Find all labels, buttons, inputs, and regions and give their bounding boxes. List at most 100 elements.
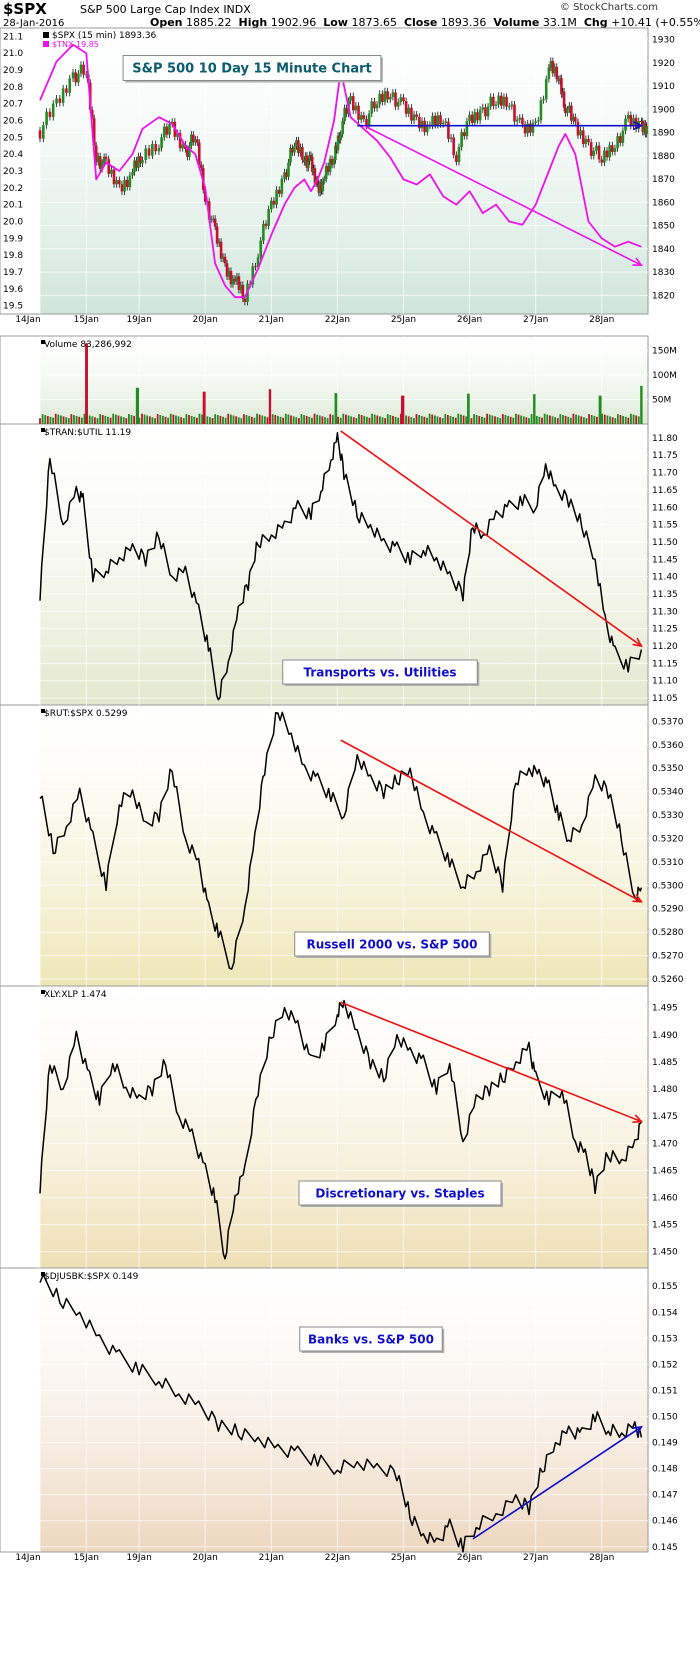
y-tick-label: 11.50: [652, 538, 678, 548]
volume-bar: [65, 417, 68, 424]
volume-bar: [405, 415, 407, 424]
volume-bar: [164, 416, 167, 424]
candle-body: [608, 145, 611, 158]
left-y-tick-label: 21.1: [3, 32, 23, 42]
candle-body: [221, 256, 225, 259]
volume-bar: [243, 414, 245, 424]
volume-bar: [504, 415, 507, 424]
candle-body: [305, 155, 309, 168]
volume-bar: [632, 414, 635, 424]
x-axis-label: 20Jan: [193, 1553, 218, 1563]
volume-bar: [177, 416, 180, 424]
volume-bar: [350, 416, 353, 424]
volume-bar: [499, 418, 502, 424]
y-tick-label: 1.455: [652, 1221, 678, 1231]
candle-body: [555, 66, 559, 80]
volume-bar: [180, 417, 183, 424]
candle-body: [209, 219, 213, 221]
volume-bar: [305, 415, 308, 424]
candle-body: [473, 112, 477, 123]
volume-bar: [480, 416, 483, 424]
volume-bar: [509, 416, 512, 424]
left-y-tick-label: 20.3: [3, 167, 23, 177]
xly-xlp-ratio-line: [39, 999, 643, 1260]
volume-bar: [198, 413, 201, 424]
y-tick-label: 1.495: [652, 1004, 678, 1014]
candle-body: [465, 121, 469, 137]
tran-util-trend-line: [340, 430, 642, 647]
candle-body: [560, 78, 563, 95]
volume-bar: [415, 414, 418, 424]
candle-body: [597, 145, 601, 160]
candle-body: [332, 160, 336, 165]
left-y-tick-label: 20.6: [3, 117, 23, 127]
volume-bar: [541, 417, 543, 424]
candle-body: [549, 61, 553, 68]
candle-body: [165, 126, 169, 135]
volume-bar: [494, 416, 496, 424]
candle-body: [307, 161, 310, 168]
volume-bar: [491, 415, 494, 424]
volume-bar: [248, 415, 251, 424]
volume-bar: [237, 417, 240, 424]
candle-body: [595, 145, 598, 151]
y-tick-label: 11.60: [652, 503, 678, 513]
open-label: Open: [150, 16, 183, 29]
candle-body: [618, 136, 622, 143]
volume-bar: [347, 415, 350, 424]
candle-body: [492, 96, 495, 106]
candle-body: [194, 139, 197, 143]
candle-body: [283, 172, 286, 179]
candle-body: [110, 169, 113, 174]
candle-body: [199, 164, 203, 168]
volume-spike-bar: [268, 389, 272, 424]
volume-bar: [120, 416, 122, 424]
volume-bar: [266, 417, 269, 424]
low-label: Low: [323, 16, 348, 29]
volume-bar: [54, 413, 57, 424]
volume-bar: [182, 418, 185, 424]
candle-body: [584, 138, 588, 145]
volume-bar: [426, 417, 428, 424]
candle-body: [645, 125, 648, 135]
volume-bar: [83, 413, 86, 424]
candle-body: [217, 241, 221, 244]
candle-body: [297, 140, 300, 154]
candle-body: [642, 123, 646, 132]
x-axis-label: 22Jan: [325, 1553, 350, 1563]
candle-body: [351, 96, 355, 111]
candle-body: [98, 156, 102, 169]
volume-bar: [394, 416, 397, 424]
close-value: 1893.36: [440, 16, 487, 29]
volume-bar: [67, 418, 70, 424]
volume-bar: [240, 418, 243, 424]
open-value: 1885.22: [186, 16, 232, 29]
candle-body: [621, 130, 625, 143]
candle-body: [190, 134, 193, 146]
y-tick-label: 11.65: [652, 486, 678, 496]
candle-body: [502, 96, 506, 106]
volume-bar: [551, 416, 554, 424]
panel-title: XLY:XLP 1.474: [44, 990, 107, 1000]
y-tick-label: 1820: [652, 291, 675, 301]
volume-bar: [483, 417, 486, 424]
y-tick-label: 1900: [652, 105, 675, 115]
left-y-tick-label: 20.4: [3, 150, 23, 160]
volume-bar: [381, 417, 384, 424]
left-y-tick-label: 20.8: [3, 83, 23, 93]
candle-body: [526, 123, 530, 134]
x-axis-label: 21Jan: [259, 1553, 284, 1563]
candle-body: [203, 190, 207, 202]
left-y-tick-label: 20.0: [3, 217, 23, 227]
y-tick-label: 0.5270: [652, 952, 684, 962]
candle-body: [141, 160, 144, 164]
volume-bar: [279, 416, 282, 424]
y-tick-label: 1840: [652, 245, 675, 255]
volume-bar: [73, 415, 75, 424]
volume-bar: [454, 417, 457, 424]
volume-bar: [611, 417, 614, 424]
volume-bar: [517, 414, 520, 424]
candle-body: [383, 91, 387, 102]
volume-bar: [606, 415, 609, 424]
